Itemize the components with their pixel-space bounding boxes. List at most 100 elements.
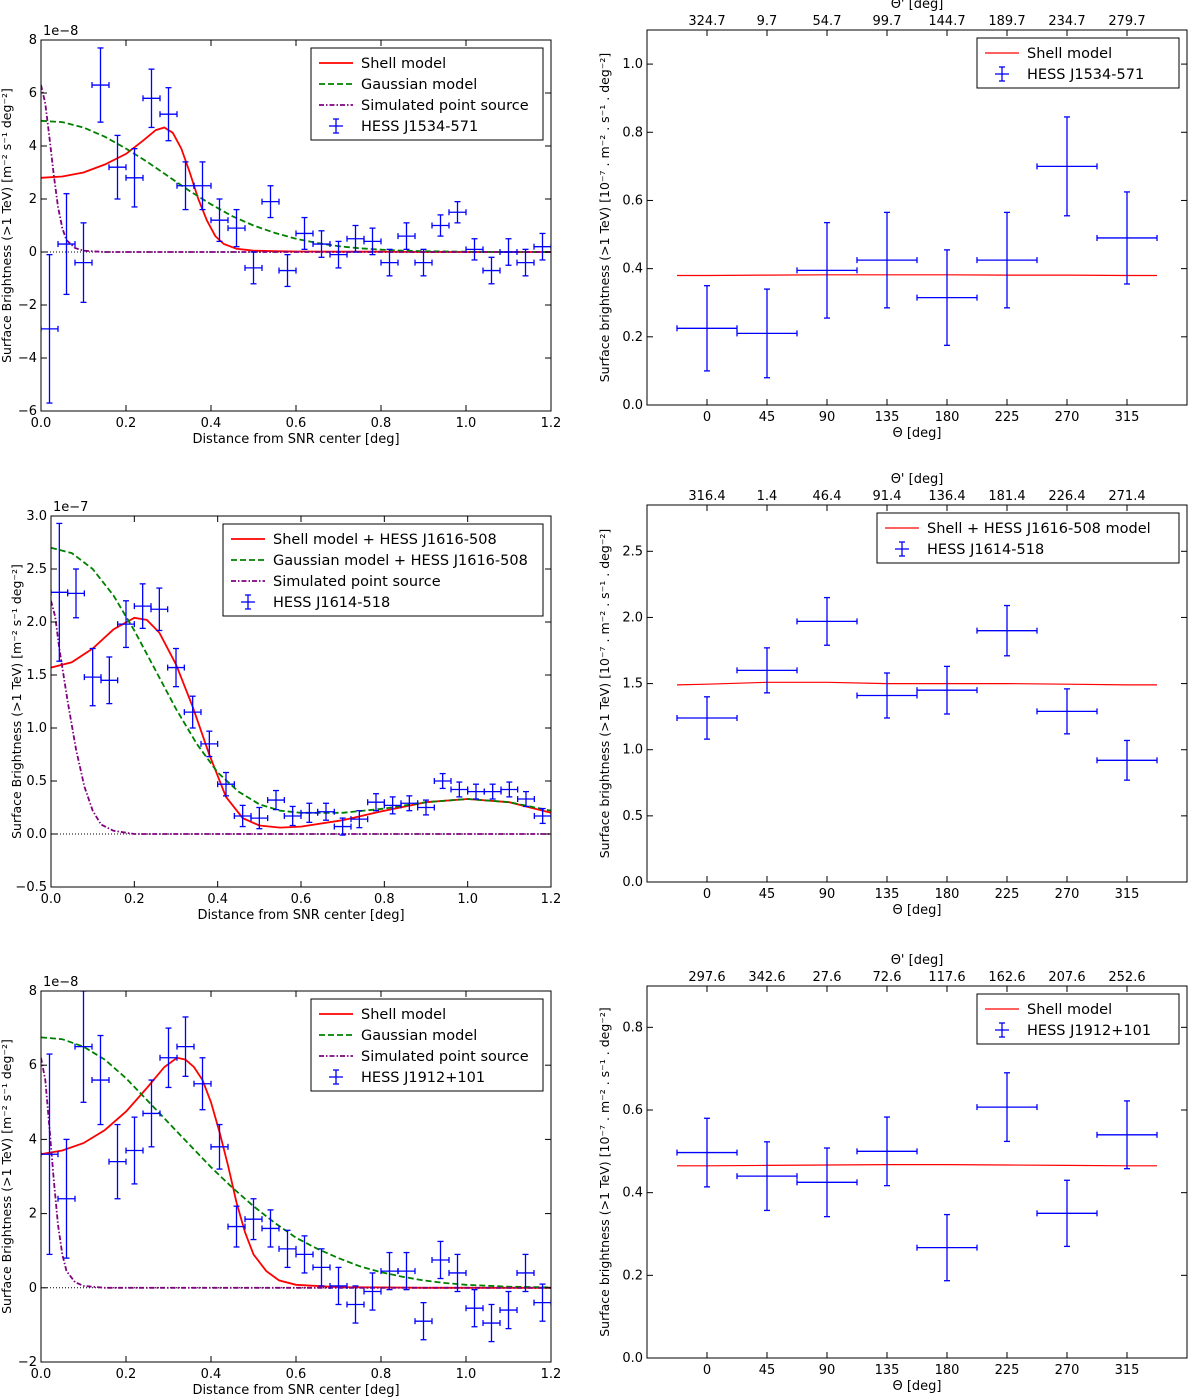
legend-entry: Simulated point source — [319, 98, 529, 114]
data-point — [676, 285, 738, 372]
data-point — [244, 1198, 263, 1241]
data-point — [1036, 1179, 1098, 1248]
data-point — [317, 802, 335, 821]
x-tick-label: 90 — [819, 1363, 836, 1378]
data-point — [83, 647, 102, 707]
data-point — [499, 238, 518, 266]
data-point — [312, 1248, 331, 1287]
top-axis-label: Θ' [deg] — [891, 953, 944, 968]
data-point — [1096, 1100, 1158, 1170]
y-tick-label: 0.0 — [622, 1351, 643, 1366]
x-tick-label: 0.4 — [207, 892, 228, 907]
x-tick-label: 0.2 — [124, 892, 145, 907]
data-point — [1036, 116, 1098, 217]
data-point — [676, 1117, 738, 1188]
data-point — [227, 208, 246, 248]
data-point — [159, 1027, 178, 1089]
x-tick-label: 90 — [819, 410, 836, 425]
x-tick-label: 0.4 — [201, 416, 222, 431]
y-axis-label: Surface Brightness (>1 TeV) [m⁻² s⁻¹ deg… — [9, 564, 24, 839]
data-point — [482, 1303, 501, 1343]
model-curve-2 — [41, 1036, 551, 1289]
y-tick-label: −2 — [18, 298, 37, 313]
legend-entry: HESS J1614-518 — [241, 594, 390, 611]
legend-entry: Simulated point source — [231, 574, 441, 590]
x-tick-label: 90 — [819, 887, 836, 902]
data-point — [516, 1253, 535, 1293]
x-tick-label: 135 — [875, 887, 900, 902]
x-tick-label: 1.0 — [457, 892, 478, 907]
axes-frame — [646, 504, 1188, 883]
data-point — [333, 817, 352, 836]
data-point — [856, 211, 918, 309]
data-point — [283, 805, 302, 827]
top-tick-label: 324.7 — [688, 14, 725, 29]
data-point — [250, 806, 269, 830]
panel-3: 0.0 0.2 0.4 0.6 0.8 1.0 1.2−0.50.00.51.01.52.0… — [9, 500, 561, 923]
top-tick-label: 316.4 — [688, 489, 725, 504]
y-tick-label: 0.5 — [26, 774, 47, 789]
x-tick-label: 45 — [759, 887, 776, 902]
legend-label: Gaussian model — [361, 1028, 477, 1044]
x-tick-label: 315 — [1115, 410, 1140, 425]
x-tick-label: 1.0 — [456, 1367, 477, 1382]
y-tick-label: −4 — [18, 351, 37, 366]
top-tick-label: 226.4 — [1048, 489, 1085, 504]
top-tick-label: 136.4 — [928, 489, 965, 504]
legend-label: Shell model — [361, 1007, 446, 1023]
x-tick-label: 180 — [935, 1363, 960, 1378]
legend-entry: HESS J1912+101 — [995, 1022, 1151, 1039]
x-axis-label: Θ [deg] — [892, 903, 941, 918]
x-tick-label: 0.2 — [116, 1367, 137, 1382]
data-point — [51, 522, 69, 662]
data-point — [916, 1213, 978, 1282]
data-point — [533, 232, 551, 261]
y-axis-label: Surface brightness (>1 TeV) [10⁻⁷ . m⁻² … — [597, 529, 612, 859]
data-point — [431, 214, 450, 237]
top-axis-label: Θ' [deg] — [891, 472, 944, 487]
model-curve-1 — [51, 616, 551, 829]
data-point — [227, 1205, 246, 1248]
data-point — [397, 1251, 416, 1291]
data-point — [397, 222, 416, 251]
data-point — [278, 1229, 297, 1269]
data-point — [448, 1253, 467, 1293]
x-tick-label: 45 — [759, 410, 776, 425]
x-tick-label: 180 — [935, 887, 960, 902]
legend-label: Shell model — [361, 56, 446, 72]
data-point — [383, 796, 402, 815]
legend-label: HESS J1912+101 — [1027, 1023, 1151, 1039]
panel-6: 0 45 90 135 180 225 270 315 297.6 342.6 27.6 72.6 11… — [597, 953, 1188, 1394]
top-tick-label: 297.6 — [688, 970, 725, 985]
top-tick-label: 144.7 — [928, 14, 965, 29]
x-tick-label: 1.2 — [541, 416, 562, 431]
data-point — [295, 1235, 314, 1274]
data-point — [125, 1116, 144, 1185]
legend-label: Gaussian model + HESS J1616-508 — [273, 553, 528, 569]
axes-frame — [646, 985, 1188, 1359]
y-tick-label: 0.6 — [622, 1103, 643, 1118]
panel-2: 0 45 90 135 180 225 270 315 324.7 9.7 54.7 99.7 144.… — [597, 0, 1188, 441]
data-point — [465, 1289, 484, 1328]
data-point — [499, 1290, 518, 1330]
data-point — [976, 604, 1038, 657]
legend: Shell + HESS J1616-508 model HESS J1614-5… — [876, 512, 1180, 564]
data-point — [533, 1283, 551, 1322]
legend-entry: Gaussian model — [319, 1028, 477, 1044]
top-tick-label: 9.7 — [757, 14, 778, 29]
top-tick-label: 271.4 — [1108, 489, 1145, 504]
x-tick-label: 0.6 — [286, 416, 307, 431]
data-point — [976, 1072, 1038, 1143]
y-tick-label: 6 — [29, 86, 37, 101]
data-point — [150, 587, 169, 632]
data-point — [295, 216, 314, 251]
legend-entry: Shell model — [319, 56, 446, 72]
data-point — [329, 240, 348, 269]
y-tick-label: 0.0 — [26, 827, 47, 842]
data-point — [74, 222, 93, 304]
data-point — [91, 1034, 110, 1126]
x-tick-label: 0.4 — [201, 1367, 222, 1382]
data-point — [267, 789, 285, 811]
top-tick-label: 72.6 — [873, 970, 902, 985]
legend-label: HESS J1534-571 — [361, 119, 478, 135]
